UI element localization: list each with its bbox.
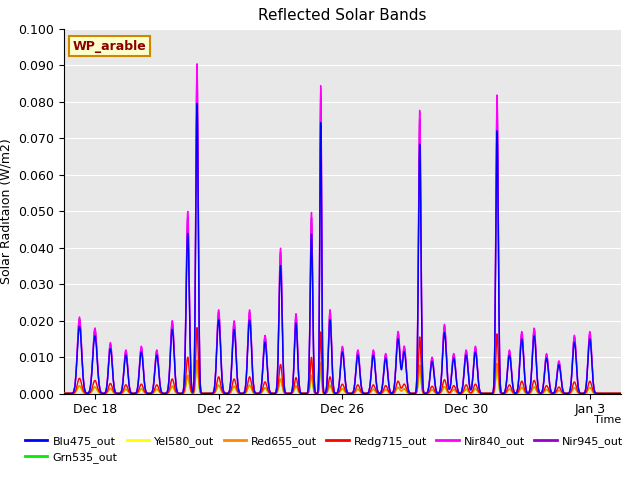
Line: Yel580_out: Yel580_out — [64, 367, 621, 393]
Yel580_out — [193, 364, 201, 370]
Red655_out — [356, 389, 364, 395]
Yel580_out — [60, 390, 68, 396]
Line: Blu475_out: Blu475_out — [64, 103, 621, 394]
Yel580_out — [541, 389, 548, 395]
Line: Nir945_out: Nir945_out — [64, 74, 621, 394]
Nir840_out — [300, 391, 307, 396]
Text: WP_arable: WP_arable — [72, 40, 146, 53]
Nir945_out — [60, 391, 68, 396]
Legend: Blu475_out, Grn535_out, Yel580_out, Red655_out, Redg715_out, Nir840_out, Nir945_: Blu475_out, Grn535_out, Yel580_out, Red6… — [25, 436, 623, 463]
Redg715_out — [93, 382, 100, 388]
Line: Red655_out: Red655_out — [64, 360, 621, 393]
Nir945_out — [93, 348, 100, 354]
Grn535_out — [617, 390, 625, 396]
Nir945_out — [356, 376, 364, 382]
Nir840_out — [617, 391, 625, 396]
Red655_out — [193, 358, 201, 363]
Nir945_out — [541, 371, 548, 377]
Yel580_out — [419, 387, 426, 393]
Nir840_out — [541, 371, 548, 376]
Grn535_out — [419, 387, 426, 393]
Yel580_out — [617, 390, 625, 396]
Redg715_out — [193, 325, 201, 331]
Redg715_out — [541, 387, 548, 393]
Blu475_out — [193, 100, 201, 106]
Yel580_out — [308, 379, 316, 384]
Redg715_out — [617, 390, 625, 396]
Red655_out — [617, 390, 625, 396]
Red655_out — [308, 376, 316, 382]
Nir840_out — [356, 376, 364, 382]
Title: Reflected Solar Bands: Reflected Solar Bands — [258, 9, 427, 24]
Red655_out — [60, 390, 68, 396]
Grn535_out — [93, 386, 100, 392]
Redg715_out — [300, 390, 307, 396]
Nir840_out — [193, 61, 201, 67]
Redg715_out — [60, 390, 68, 396]
Blu475_out — [308, 260, 316, 265]
Nir945_out — [193, 71, 201, 77]
Red655_out — [419, 387, 426, 393]
Nir945_out — [419, 353, 426, 359]
Nir840_out — [60, 391, 68, 396]
Yel580_out — [300, 390, 307, 396]
Grn535_out — [356, 389, 364, 395]
Redg715_out — [419, 383, 426, 389]
Blu475_out — [356, 378, 364, 384]
Blu475_out — [300, 391, 307, 396]
Nir840_out — [308, 242, 316, 248]
Line: Grn535_out: Grn535_out — [64, 360, 621, 393]
Nir945_out — [308, 246, 316, 252]
Yel580_out — [93, 387, 100, 393]
Grn535_out — [541, 389, 548, 395]
Blu475_out — [93, 352, 100, 358]
Y-axis label: Solar Raditaion (W/m2): Solar Raditaion (W/m2) — [0, 138, 13, 284]
Nir840_out — [93, 347, 100, 353]
Nir840_out — [419, 351, 426, 357]
Grn535_out — [300, 390, 307, 396]
Grn535_out — [60, 390, 68, 396]
Blu475_out — [60, 391, 68, 396]
Grn535_out — [308, 376, 316, 382]
Nir945_out — [300, 391, 307, 396]
Line: Redg715_out: Redg715_out — [64, 328, 621, 393]
Red655_out — [541, 389, 548, 395]
Red655_out — [300, 390, 307, 396]
Redg715_out — [356, 388, 364, 394]
Blu475_out — [617, 391, 625, 396]
Blu475_out — [419, 356, 426, 362]
Blu475_out — [541, 373, 548, 379]
Nir945_out — [617, 391, 625, 396]
Grn535_out — [193, 358, 201, 363]
Text: Time: Time — [593, 416, 621, 425]
Yel580_out — [356, 390, 364, 396]
Line: Nir840_out: Nir840_out — [64, 64, 621, 394]
Redg715_out — [308, 361, 316, 367]
Red655_out — [93, 386, 100, 392]
